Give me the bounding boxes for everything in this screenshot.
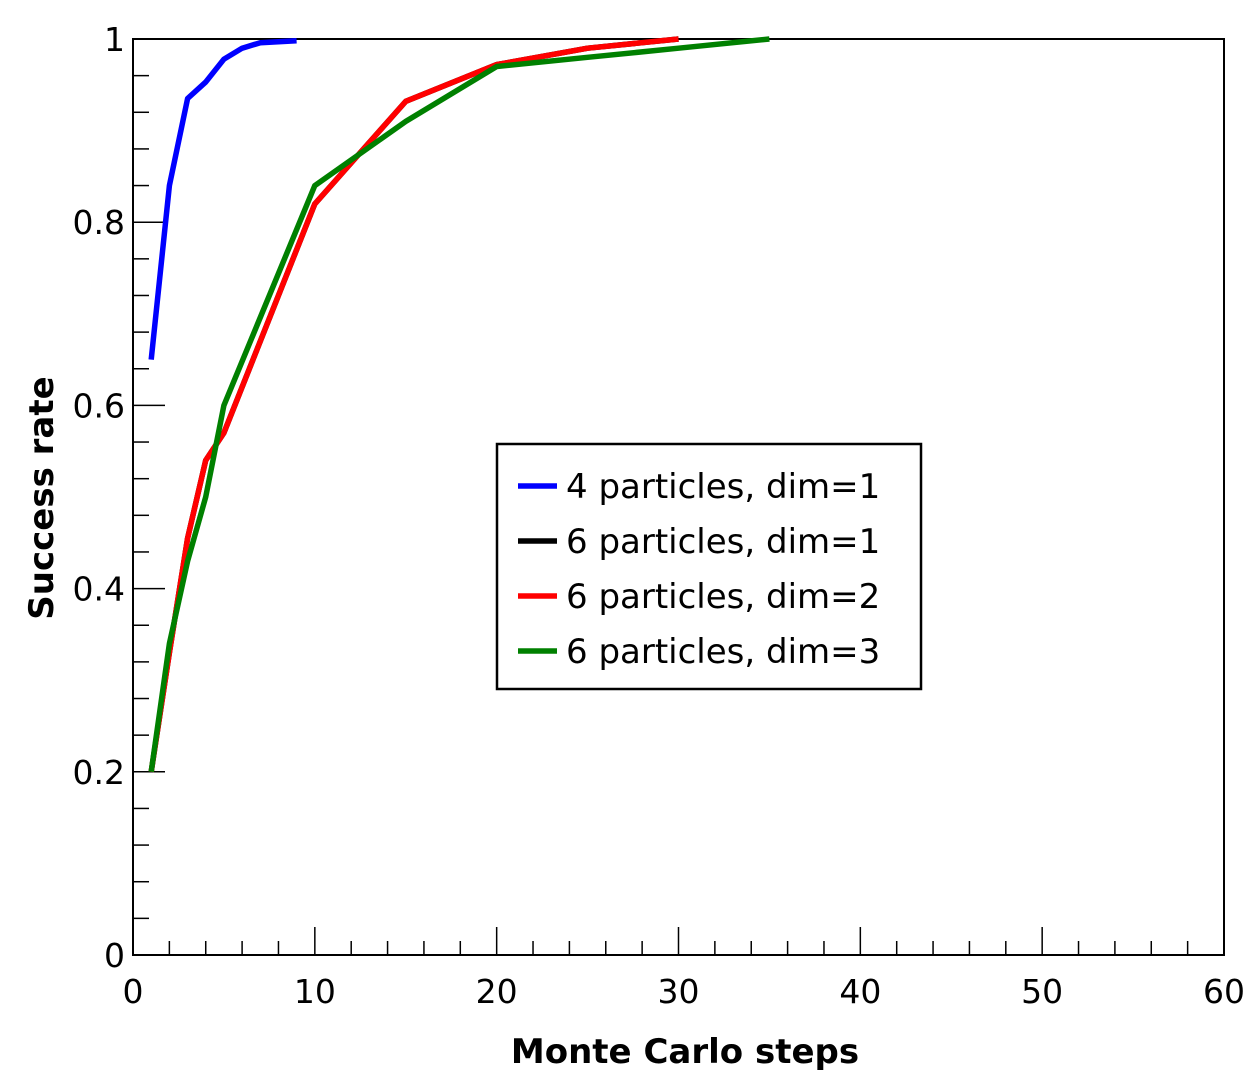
y-tick-label: 0.8 <box>73 203 125 242</box>
y-tick-label: 0.4 <box>73 570 125 609</box>
y-tick-label: 0.2 <box>73 753 125 792</box>
series-line-4 <box>148 36 770 773</box>
series-group <box>148 36 770 773</box>
series-line-1 <box>148 38 297 360</box>
legend-box <box>495 442 923 691</box>
x-tick-label: 0 <box>123 972 144 1011</box>
x-tick-label: 40 <box>839 972 881 1011</box>
x-tick-label: 20 <box>476 972 518 1011</box>
legend-label-4p-dim1: 4 particles, dim=1 <box>566 467 880 507</box>
y-tick-label: 0 <box>104 936 125 975</box>
axis-tick-labels: 0 10 20 30 40 50 60 0 0.2 0.4 0.6 0.8 1 <box>73 20 1245 1011</box>
y-tick-label: 0.6 <box>73 386 125 425</box>
legend-label-6p-dim3: 6 particles, dim=3 <box>566 632 880 672</box>
x-tick-label: 60 <box>1203 972 1245 1011</box>
x-tick-label: 50 <box>1021 972 1063 1011</box>
x-tick-label: 30 <box>658 972 700 1011</box>
legend-label-6p-dim2: 6 particles, dim=2 <box>566 577 880 617</box>
x-tick-label: 10 <box>294 972 336 1011</box>
y-axis-title: Success rate <box>22 376 62 619</box>
x-axis-title: Monte Carlo steps <box>511 1032 859 1072</box>
axis-ticks <box>132 38 1225 956</box>
legend-label-6p-dim1: 6 particles, dim=1 <box>566 522 880 562</box>
y-tick-label: 1 <box>104 20 125 59</box>
legend: 4 particles, dim=1 6 particles, dim=1 6 … <box>495 442 923 691</box>
